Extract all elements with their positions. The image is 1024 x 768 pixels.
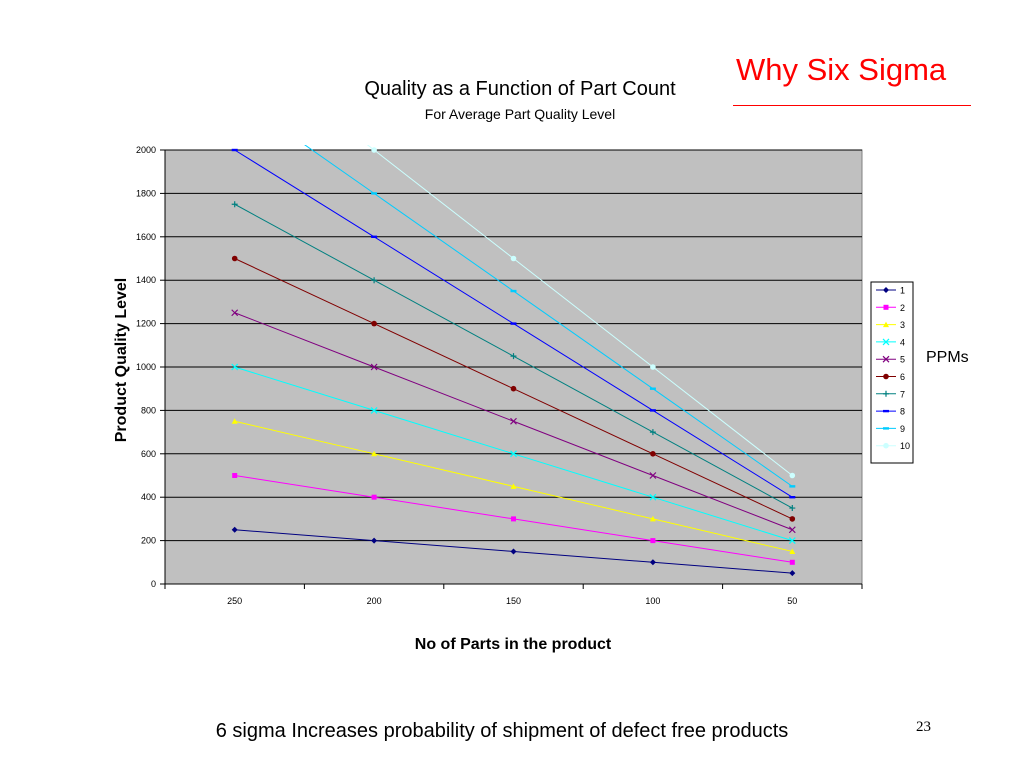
y-tick-label: 0 bbox=[151, 579, 156, 589]
data-point bbox=[370, 406, 378, 414]
chart-subtitle: For Average Part Quality Level bbox=[424, 106, 616, 122]
data-point bbox=[371, 450, 378, 457]
data-point bbox=[231, 309, 239, 317]
data-point bbox=[370, 363, 378, 371]
data-point bbox=[788, 537, 796, 545]
data-point bbox=[231, 363, 239, 371]
page-number: 23 bbox=[916, 719, 931, 735]
data-point bbox=[371, 494, 377, 500]
data-point bbox=[510, 548, 517, 555]
data-point bbox=[650, 364, 656, 370]
data-point bbox=[789, 505, 796, 512]
data-point bbox=[510, 417, 517, 425]
data-point bbox=[511, 516, 516, 522]
data-point bbox=[883, 321, 889, 328]
data-point bbox=[649, 559, 656, 566]
data-point bbox=[649, 387, 656, 390]
slide-heading: Why Six Sigma bbox=[736, 52, 947, 87]
data-point bbox=[231, 418, 238, 424]
legend-label: 9 bbox=[900, 424, 905, 434]
data-point bbox=[883, 427, 889, 430]
data-point bbox=[883, 442, 889, 449]
x-tick-label: 250 bbox=[227, 596, 242, 606]
legend-label: 5 bbox=[900, 355, 905, 365]
data-point bbox=[882, 338, 890, 346]
legend-label: 7 bbox=[900, 389, 905, 399]
x-axis-title: No of Parts in the product bbox=[415, 636, 612, 653]
x-tick-label: 100 bbox=[645, 596, 660, 606]
y-tick-label: 1000 bbox=[136, 362, 156, 372]
legend-label: 1 bbox=[900, 286, 905, 296]
data-point bbox=[789, 548, 796, 554]
data-point bbox=[231, 255, 238, 262]
y-axis-title: Product Quality Level bbox=[113, 278, 130, 442]
y-tick-label: 400 bbox=[141, 492, 156, 502]
data-point bbox=[371, 320, 377, 327]
y-tick-label: 200 bbox=[141, 536, 156, 546]
data-point bbox=[883, 390, 889, 397]
data-point bbox=[650, 451, 656, 457]
data-point bbox=[232, 473, 238, 478]
data-point bbox=[789, 496, 796, 499]
data-point bbox=[789, 485, 796, 488]
data-point bbox=[789, 559, 795, 565]
data-point bbox=[649, 515, 656, 522]
data-point bbox=[231, 148, 238, 152]
legend-label: 2 bbox=[900, 303, 905, 313]
x-tick-label: 200 bbox=[367, 596, 382, 606]
data-point bbox=[510, 255, 517, 262]
data-point bbox=[883, 287, 889, 293]
data-point bbox=[371, 277, 378, 284]
data-point bbox=[231, 526, 238, 533]
data-point bbox=[510, 322, 517, 325]
data-point bbox=[510, 353, 517, 360]
chart-title: Quality as a Function of Part Count bbox=[364, 78, 676, 100]
data-point bbox=[371, 192, 378, 195]
data-point bbox=[510, 450, 517, 458]
data-point bbox=[789, 472, 796, 479]
y-tick-label: 2000 bbox=[136, 145, 156, 155]
y-tick-label: 1400 bbox=[136, 275, 156, 285]
data-point bbox=[371, 537, 378, 544]
legend-label: 10 bbox=[900, 441, 910, 451]
data-point bbox=[649, 472, 657, 479]
data-point bbox=[231, 201, 238, 208]
x-tick-label: 50 bbox=[787, 596, 797, 606]
y-tick-label: 1600 bbox=[136, 232, 156, 242]
data-point bbox=[650, 538, 656, 544]
data-point bbox=[510, 483, 517, 489]
data-point bbox=[789, 516, 796, 522]
legend-box bbox=[870, 281, 914, 464]
data-point bbox=[788, 526, 796, 534]
data-point bbox=[883, 373, 889, 380]
data-point bbox=[649, 493, 657, 501]
legend-label: 3 bbox=[900, 320, 905, 330]
x-tick-label: 150 bbox=[506, 596, 521, 606]
legend-label: 8 bbox=[900, 407, 905, 417]
heading-underline bbox=[733, 105, 971, 106]
y-tick-label: 800 bbox=[141, 405, 156, 415]
data-point bbox=[789, 570, 796, 577]
legend-label: 6 bbox=[900, 372, 905, 382]
data-point bbox=[883, 409, 889, 413]
data-point bbox=[882, 355, 890, 363]
data-point bbox=[649, 409, 656, 412]
data-point bbox=[883, 304, 889, 310]
y-tick-label: 1200 bbox=[136, 319, 156, 329]
footer-statement: 6 sigma Increases probability of shipmen… bbox=[215, 720, 789, 742]
data-point bbox=[371, 147, 377, 153]
y-tick-label: 600 bbox=[141, 449, 156, 459]
data-point bbox=[371, 235, 378, 238]
legend-label: 4 bbox=[900, 337, 905, 347]
data-point bbox=[510, 385, 517, 392]
data-point bbox=[649, 429, 656, 436]
units-note: PPMs bbox=[926, 349, 969, 366]
y-tick-label: 1800 bbox=[136, 188, 156, 198]
data-point bbox=[510, 289, 517, 293]
